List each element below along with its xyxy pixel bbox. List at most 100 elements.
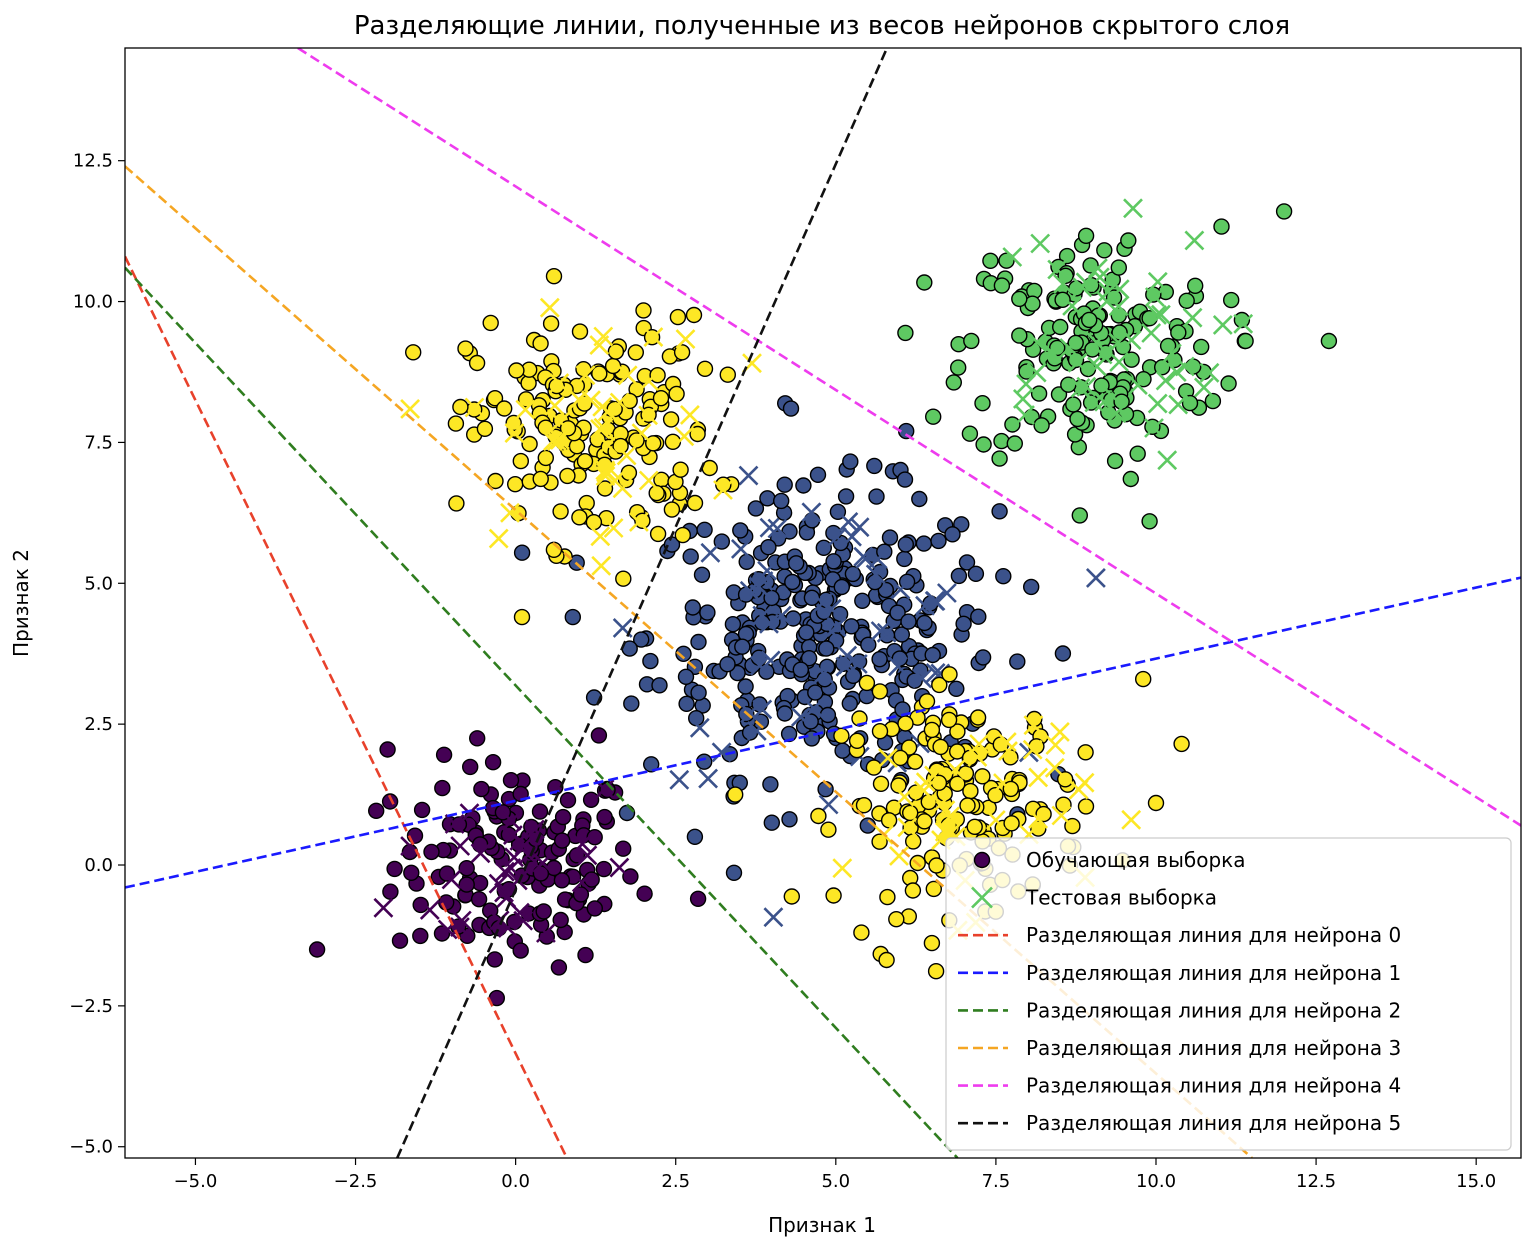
- test-point: [1123, 198, 1143, 219]
- test-point: [936, 583, 957, 603]
- train-point: [762, 776, 779, 793]
- test-point: [1015, 405, 1035, 426]
- test-point: [419, 899, 440, 920]
- train-point: [508, 362, 525, 379]
- test-point: [631, 423, 652, 444]
- train-point: [674, 526, 691, 544]
- legend-label: Обучающая выборка: [1026, 848, 1245, 872]
- train-point: [1003, 815, 1020, 832]
- train-point: [963, 332, 980, 350]
- train-point: [892, 749, 909, 767]
- train-point: [682, 548, 699, 565]
- test-point: [437, 919, 458, 940]
- test-point: [1127, 375, 1148, 396]
- test-point: [1184, 230, 1205, 251]
- train-point: [916, 813, 933, 830]
- train-point: [423, 843, 440, 861]
- train-point: [1159, 337, 1177, 355]
- train-point: [1011, 290, 1028, 308]
- train-point: [673, 344, 691, 361]
- train-point: [512, 452, 529, 470]
- train-point: [925, 880, 942, 898]
- test-point: [821, 621, 842, 642]
- train-point: [696, 753, 713, 770]
- train-point: [685, 306, 703, 324]
- train-point: [802, 713, 819, 730]
- train-point: [585, 514, 603, 531]
- train-point: [484, 754, 502, 771]
- train-point: [662, 411, 680, 428]
- test-point: [597, 401, 618, 422]
- train-point: [897, 536, 914, 553]
- train-point: [1110, 259, 1128, 276]
- test-point: [1109, 352, 1130, 372]
- train-point: [678, 695, 695, 712]
- test-point: [591, 555, 612, 576]
- train-point: [1181, 394, 1199, 412]
- x-tick-label: 0.0: [501, 1171, 530, 1192]
- train-point: [896, 471, 914, 488]
- train-point: [872, 775, 890, 792]
- train-point: [819, 706, 837, 724]
- train-point: [900, 613, 917, 630]
- train-point: [783, 888, 800, 905]
- test-point: [713, 480, 733, 500]
- train-point: [928, 857, 945, 874]
- train-point: [966, 818, 983, 835]
- test-point: [757, 560, 778, 581]
- test-point: [459, 803, 480, 824]
- chart-title: Разделяющие линии, полученные из весов н…: [354, 11, 1290, 41]
- test-point: [760, 650, 781, 671]
- train-point: [596, 480, 614, 497]
- train-point: [890, 777, 907, 794]
- y-tick-label: −5.0: [69, 1137, 113, 1158]
- train-point: [950, 359, 967, 376]
- train-point: [690, 684, 707, 701]
- train-point: [1129, 445, 1146, 462]
- test-point: [590, 526, 611, 547]
- train-point: [537, 449, 554, 467]
- test-point: [813, 663, 834, 684]
- train-point: [618, 804, 636, 822]
- train-point: [596, 808, 613, 826]
- train-point: [760, 539, 777, 556]
- train-point: [792, 661, 809, 678]
- test-point: [752, 699, 773, 720]
- test-point: [638, 405, 659, 426]
- train-point: [737, 678, 754, 695]
- train-point: [576, 453, 594, 470]
- train-point: [487, 472, 504, 490]
- y-axis-label: Признак 2: [9, 549, 33, 657]
- test-point: [1096, 291, 1117, 312]
- train-point: [590, 727, 608, 744]
- train-point: [1275, 203, 1293, 220]
- train-point: [686, 494, 704, 512]
- train-point: [993, 432, 1010, 450]
- train-point: [689, 890, 707, 907]
- train-point: [1122, 470, 1140, 488]
- test-point: [1193, 377, 1214, 398]
- test-point: [501, 811, 522, 831]
- train-point: [1134, 670, 1152, 688]
- train-point: [781, 811, 798, 828]
- train-point: [878, 951, 895, 969]
- test-point: [597, 434, 618, 455]
- test-point: [488, 873, 509, 894]
- train-point: [512, 942, 529, 959]
- test-point: [571, 872, 592, 893]
- test-point: [847, 654, 868, 674]
- train-point: [776, 705, 793, 722]
- train-point: [820, 821, 837, 838]
- train-point: [810, 807, 827, 825]
- train-point: [496, 400, 513, 417]
- legend-label: Разделяющая линия для нейрона 4: [1026, 1074, 1401, 1098]
- train-point: [473, 780, 490, 798]
- train-point: [1030, 820, 1047, 837]
- legend-swatch-train: [973, 851, 991, 869]
- legend-label: Разделяющая линия для нейрона 2: [1026, 998, 1401, 1022]
- test-point: [1028, 808, 1049, 829]
- train-point: [448, 495, 465, 512]
- train-point: [1213, 218, 1230, 235]
- train-point: [554, 808, 572, 826]
- test-point: [542, 431, 563, 452]
